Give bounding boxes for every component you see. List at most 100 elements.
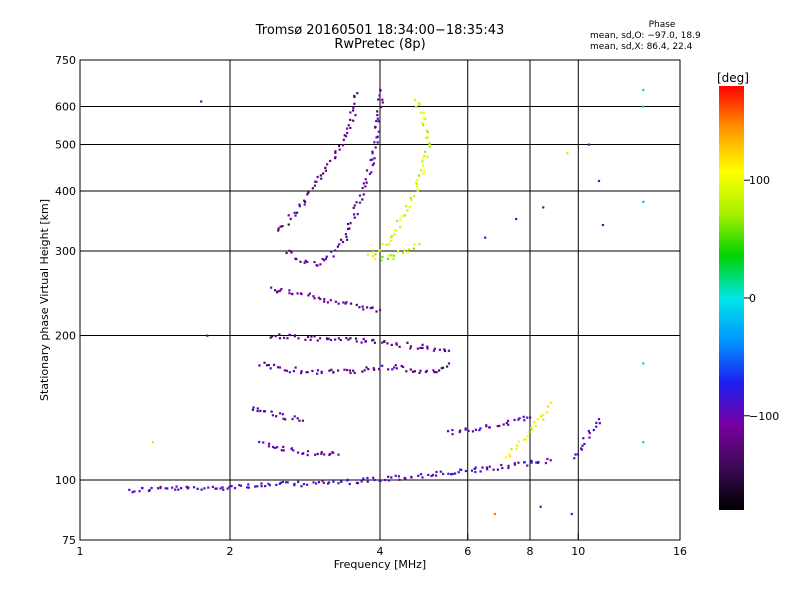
echo-point <box>290 251 293 254</box>
echo-point <box>523 461 526 464</box>
echo-point <box>381 364 384 367</box>
echo-point <box>515 447 518 450</box>
echo-point <box>297 337 300 340</box>
echo-point <box>501 466 504 470</box>
echo-point <box>370 171 373 174</box>
echo-point <box>508 455 512 458</box>
echo-point <box>291 417 294 421</box>
echo-point <box>278 412 282 415</box>
echo-point <box>264 484 267 488</box>
echo-point <box>310 335 313 338</box>
echo-point <box>345 235 348 238</box>
echo-point <box>133 490 136 493</box>
echo-point <box>316 175 319 179</box>
echo-point <box>544 461 548 465</box>
echo-point <box>352 119 355 122</box>
colorbar-tick-label: −100 <box>749 410 779 423</box>
echo-point <box>363 369 366 372</box>
echo-point <box>148 488 151 492</box>
echo-point <box>302 452 305 455</box>
echo-point <box>319 263 322 266</box>
echo-point <box>285 251 288 255</box>
echo-point <box>378 368 381 371</box>
phase-stats-o: mean, sd,O: −97.0, 18.9 <box>590 31 701 41</box>
echo-point <box>305 483 309 486</box>
echo-point <box>322 481 325 484</box>
echo-point <box>323 453 326 456</box>
echo-point <box>394 474 397 477</box>
echo-point <box>426 136 429 139</box>
axis-ticks: 1 2 4 6 8 10 16 75 100 200 300 400 500 600 750 <box>55 54 687 558</box>
echo-point <box>260 485 263 488</box>
echo-point <box>433 347 436 350</box>
echo-point <box>348 369 351 372</box>
y-tick-label: 200 <box>55 330 76 343</box>
echo-point <box>453 472 457 475</box>
chart-subtitle: RwPretec (8p) <box>334 37 426 52</box>
echo-point <box>355 340 358 343</box>
y-tick-label: 100 <box>55 474 76 487</box>
echo-point <box>306 454 309 457</box>
echo-point <box>246 486 249 489</box>
y-tick-label: 400 <box>55 185 76 198</box>
echo-point <box>545 411 549 414</box>
echo-point <box>484 236 487 239</box>
echo-point <box>319 297 322 301</box>
echo-point <box>404 477 407 480</box>
echo-point <box>369 158 372 162</box>
echo-point <box>549 459 552 462</box>
echo-point <box>451 428 454 432</box>
echo-point <box>592 428 595 432</box>
echo-point <box>387 368 390 371</box>
echo-point <box>515 444 519 447</box>
echo-point <box>478 428 481 432</box>
echo-point <box>276 366 280 369</box>
echo-point <box>460 468 463 471</box>
echo-point <box>267 445 271 448</box>
echo-point <box>346 238 349 241</box>
echo-point <box>312 295 315 298</box>
echo-point <box>385 243 388 246</box>
echo-point <box>523 438 526 441</box>
echo-point <box>171 486 174 489</box>
echo-point <box>214 487 217 490</box>
echo-point <box>364 340 367 343</box>
echo-point <box>383 478 387 482</box>
echo-point <box>441 366 445 369</box>
echo-point <box>374 253 377 256</box>
echo-point <box>282 417 285 420</box>
echo-point <box>275 415 278 418</box>
echo-point <box>271 414 274 417</box>
echo-point <box>334 150 337 153</box>
echo-point <box>432 349 436 352</box>
echo-point <box>421 160 424 163</box>
echo-point <box>395 367 398 370</box>
echo-point <box>280 288 283 291</box>
echo-point <box>317 296 320 299</box>
echo-point <box>450 473 453 476</box>
echo-point <box>329 338 333 342</box>
echo-point <box>533 420 536 423</box>
echo-point <box>388 254 391 257</box>
echo-point <box>320 177 323 180</box>
echo-point <box>372 367 375 370</box>
echo-point <box>337 302 340 305</box>
echo-point <box>326 301 329 304</box>
echo-point <box>395 219 399 223</box>
echo-point <box>398 218 402 221</box>
echo-point <box>358 194 362 197</box>
echo-point <box>141 486 144 490</box>
echo-point <box>319 174 322 177</box>
echo-point <box>488 465 491 468</box>
echo-point <box>515 217 518 221</box>
echo-point <box>374 146 377 149</box>
echo-point <box>303 199 306 202</box>
echo-point <box>473 467 476 470</box>
echo-point <box>424 136 428 139</box>
echo-point <box>187 486 190 489</box>
x-tick-label: 4 <box>377 545 384 558</box>
echo-point <box>279 225 282 228</box>
echo-point <box>372 251 375 254</box>
echo-point <box>339 338 342 342</box>
echo-point <box>376 110 379 113</box>
